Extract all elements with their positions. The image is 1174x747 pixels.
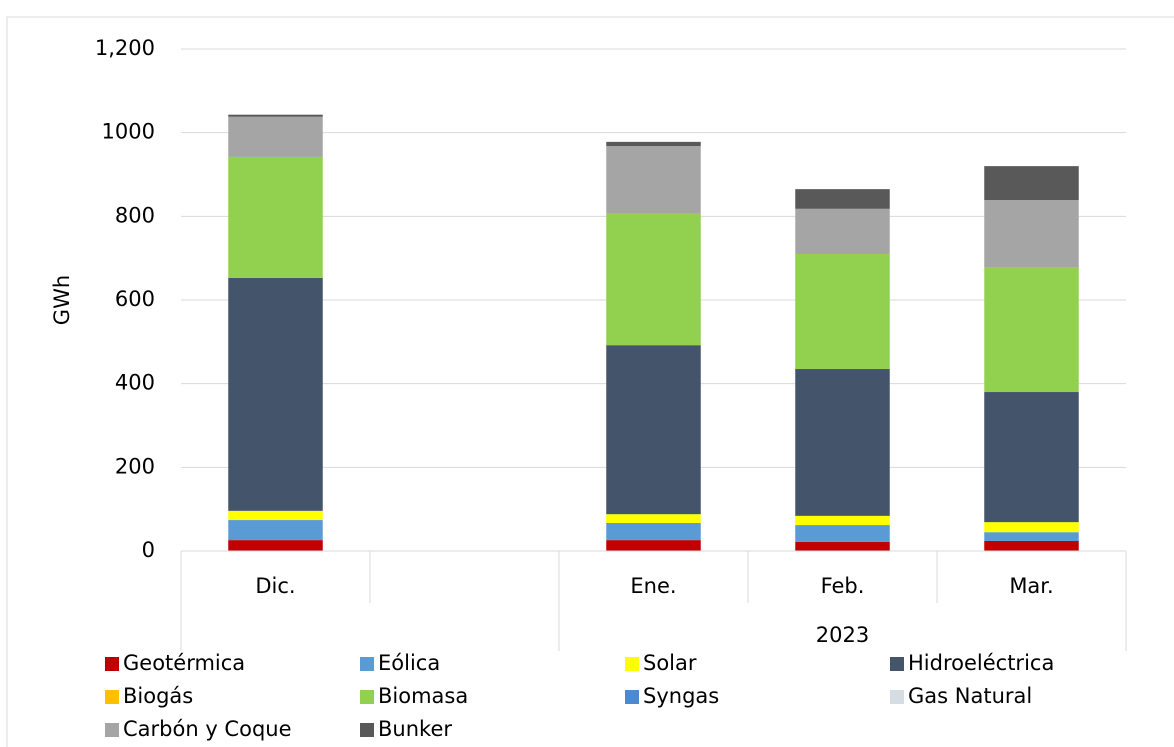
bar-segment	[795, 369, 890, 516]
bar-segment	[606, 141, 701, 147]
bar-segment	[228, 116, 323, 157]
bar-segment	[228, 156, 323, 278]
legend-swatch	[360, 657, 374, 671]
legend-swatch	[625, 657, 639, 671]
bar-segment	[228, 277, 323, 511]
bar-segment	[606, 540, 701, 551]
x-tick-label: Mar.	[1009, 574, 1053, 598]
y-tick-label: 1000	[102, 120, 155, 144]
bar-segment	[984, 267, 1079, 393]
bar-segment	[606, 522, 701, 541]
x-tick-label: Feb.	[821, 574, 865, 598]
bar-segment	[795, 525, 890, 542]
bar-segment	[984, 392, 1079, 523]
bar-segment	[228, 540, 323, 551]
y-tick-label: 200	[115, 454, 155, 478]
legend-swatch	[890, 690, 904, 704]
legend-label: Carbón y Coque	[123, 717, 292, 741]
bar-segment	[228, 520, 323, 541]
bar-segment	[984, 540, 1079, 551]
legend-label: Bunker	[378, 717, 452, 741]
x-group-label: 2023	[816, 623, 869, 647]
bar-segment	[795, 515, 890, 526]
legend-label: Biomasa	[378, 684, 468, 708]
legend-swatch	[360, 690, 374, 704]
bar-segment	[984, 200, 1079, 268]
legend-label: Geotérmica	[123, 651, 245, 675]
x-tick-label: Ene.	[630, 574, 676, 598]
legend-label: Biogás	[123, 684, 193, 708]
legend-swatch	[360, 723, 374, 737]
legend-swatch	[890, 657, 904, 671]
bar-segment	[984, 522, 1079, 533]
bar-segment	[984, 532, 1079, 541]
legend-swatch	[105, 657, 119, 671]
legend-label: Eólica	[378, 651, 440, 675]
legend-swatch	[105, 690, 119, 704]
bar-segment	[228, 114, 323, 117]
chart-border	[6, 16, 1174, 747]
legend-label: Solar	[643, 651, 697, 675]
bar-segment	[795, 208, 890, 254]
y-tick-label: 600	[115, 287, 155, 311]
bar-segment	[795, 541, 890, 551]
bar-segment	[606, 146, 701, 214]
legend-label: Gas Natural	[908, 684, 1032, 708]
legend-swatch	[625, 690, 639, 704]
bar-segment	[228, 510, 323, 521]
bar-segment	[606, 514, 701, 523]
y-tick-label: 800	[115, 203, 155, 227]
legend-label: Syngas	[643, 684, 719, 708]
bar-segment	[606, 213, 701, 346]
legend-swatch	[105, 723, 119, 737]
legend-label: Hidroeléctrica	[908, 651, 1054, 675]
y-axis-label: GWh	[50, 275, 74, 325]
y-tick-label: 0	[142, 538, 155, 562]
y-tick-label: 1,200	[95, 36, 155, 60]
y-tick-label: 400	[115, 371, 155, 395]
bar-segment	[984, 166, 1079, 201]
bar-segment	[795, 189, 890, 209]
x-tick-label: Dic.	[255, 574, 295, 598]
bar-segment	[795, 253, 890, 370]
bar-segment	[606, 345, 701, 515]
